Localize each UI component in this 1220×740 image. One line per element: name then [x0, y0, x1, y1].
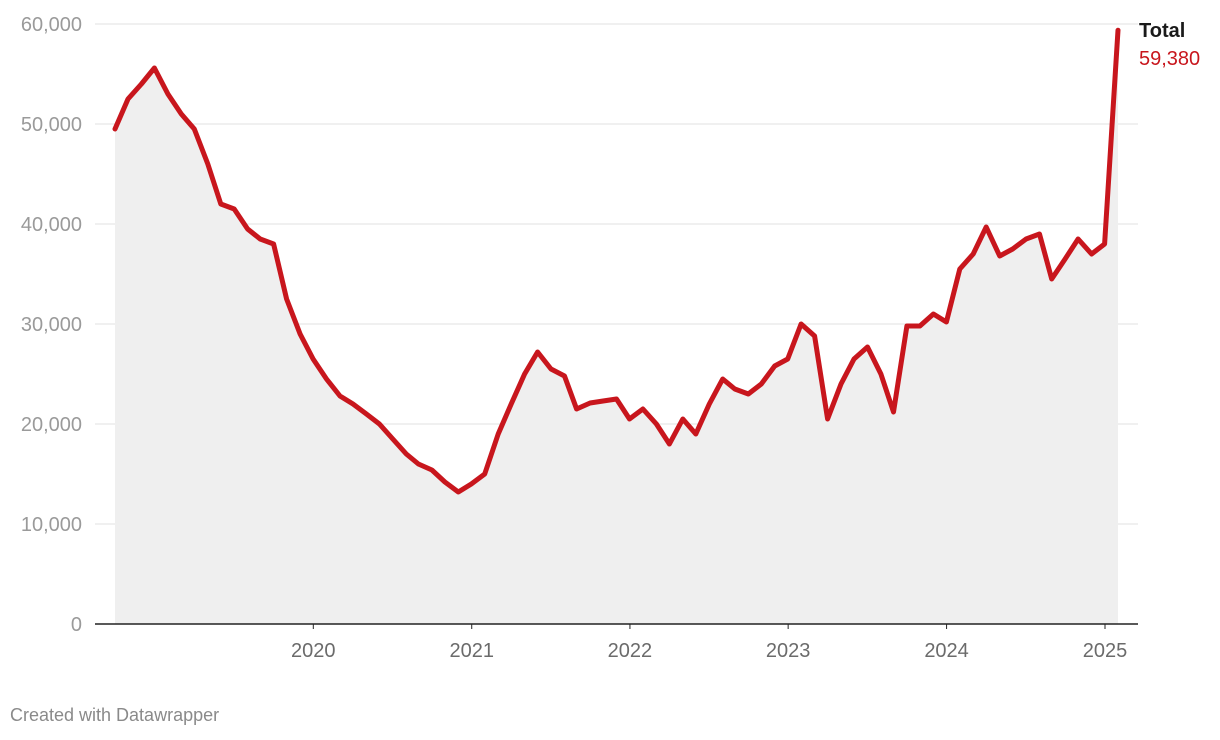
y-tick-label: 0: [71, 614, 82, 636]
credit-text: Created with Datawrapper: [10, 705, 220, 725]
x-axis-ticks: 2020 2021 2022 2023 2024 2025: [291, 624, 1127, 662]
x-tick-label: 2025: [1083, 640, 1128, 662]
series-end-value: 59,380: [1139, 48, 1200, 70]
y-tick-label: 60,000: [21, 14, 82, 36]
y-tick-label: 20,000: [21, 414, 82, 436]
series-line-total: [112, 27, 1121, 495]
y-axis-ticks: 0 10,000 20,000 30,000 40,000 50,000 60,000: [21, 14, 82, 636]
x-tick-label: 2021: [449, 640, 494, 662]
x-tick-label: 2024: [924, 640, 969, 662]
series-area-total: [115, 30, 1118, 624]
series-end-label: Total: [1139, 20, 1185, 42]
x-tick-label: 2022: [608, 640, 653, 662]
y-tick-label: 40,000: [21, 214, 82, 236]
x-tick-label: 2020: [291, 640, 336, 662]
y-tick-label: 10,000: [21, 514, 82, 536]
y-tick-label: 30,000: [21, 314, 82, 336]
y-tick-label: 50,000: [21, 114, 82, 136]
x-tick-label: 2023: [766, 640, 811, 662]
